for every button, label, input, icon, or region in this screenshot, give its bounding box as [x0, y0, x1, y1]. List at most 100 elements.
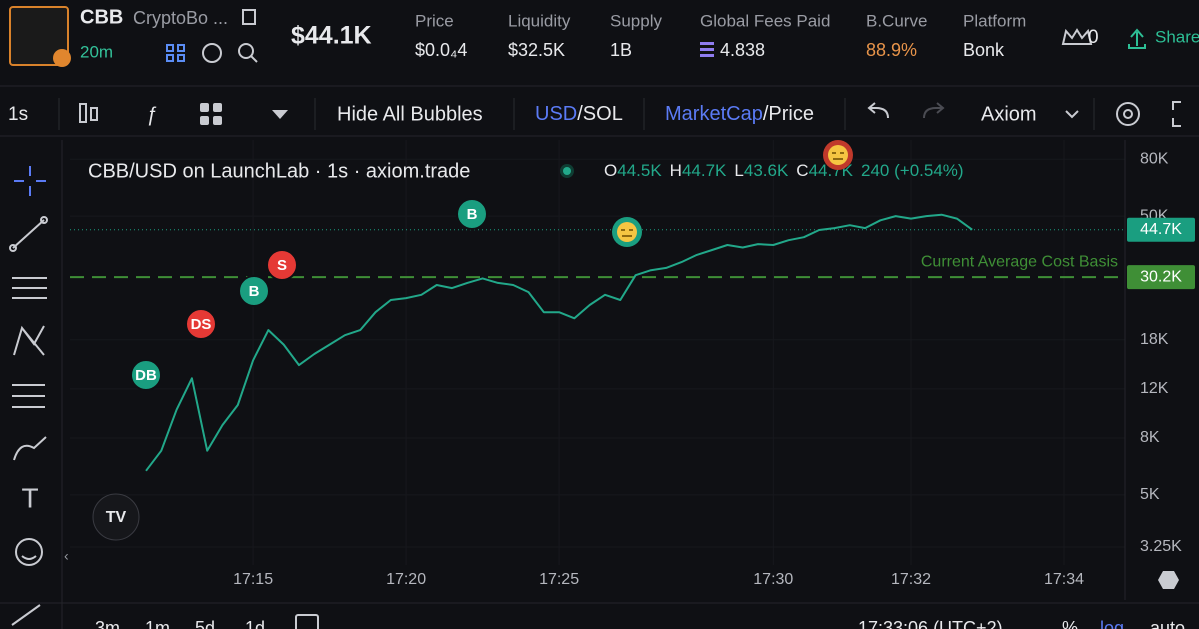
- mode-alt: /Price: [763, 103, 814, 125]
- emoji-tool[interactable]: [15, 538, 43, 566]
- ohlc-l_label: L: [734, 161, 743, 180]
- trade-marker-label: B: [249, 283, 260, 300]
- line-tool: [40, 216, 48, 224]
- x-tick-label: 17:25: [539, 571, 579, 588]
- mode-toggle[interactable]: MarketCap/Price: [665, 103, 814, 125]
- undo-icon[interactable]: [867, 102, 889, 119]
- y-tick-label: 5K: [1140, 486, 1160, 503]
- stats: Price $0.0₄4 Liquidity $32.5K Supply 1B Global…: [415, 11, 1026, 59]
- range-button[interactable]: 1m: [145, 618, 170, 629]
- dropdown-icon[interactable]: [1065, 110, 1079, 119]
- auto-toggle[interactable]: auto: [1150, 618, 1185, 629]
- axis-settings[interactable]: [1158, 571, 1179, 589]
- x-tick-label: 17:30: [753, 571, 793, 588]
- solana-icon: [700, 42, 714, 45]
- grid-icon[interactable]: [177, 44, 185, 52]
- layout-icon[interactable]: [200, 103, 209, 112]
- fullscreen-icon[interactable]: [1172, 101, 1181, 127]
- web-icon[interactable]: [202, 43, 222, 63]
- ruler-tool[interactable]: [11, 604, 41, 626]
- log-toggle[interactable]: log: [1100, 618, 1124, 629]
- trade-marker-label: DB: [135, 367, 157, 384]
- market-cap: $44.1K: [291, 22, 372, 50]
- y-tick-label: 3.25K: [1140, 538, 1182, 555]
- grid-icon[interactable]: [166, 54, 174, 62]
- range-button[interactable]: 1d: [245, 618, 265, 629]
- ohlc-h: 44.7K: [682, 161, 727, 180]
- trade-marker[interactable]: [130, 359, 162, 391]
- ohlc-o: 44.5K: [617, 161, 662, 180]
- crosshair-tool[interactable]: [14, 166, 46, 196]
- copy-icon[interactable]: [242, 9, 256, 25]
- trade-marker[interactable]: [238, 275, 270, 307]
- stat-value: Bonk: [963, 40, 1005, 60]
- stat-label: Supply: [610, 11, 662, 30]
- line-tool: [9, 244, 17, 252]
- currency: USD: [535, 103, 577, 125]
- collapse-toggle[interactable]: ‹: [64, 548, 69, 564]
- search-icon[interactable]: [238, 43, 254, 59]
- ohlc-c_label: C: [796, 161, 808, 180]
- text-tool[interactable]: T: [21, 482, 38, 513]
- trade-marker[interactable]: [456, 198, 488, 230]
- token-age: 20m: [80, 42, 113, 61]
- share-icon[interactable]: [1128, 28, 1146, 49]
- y-tick-label: 80K: [1140, 150, 1169, 167]
- stat-value: $0.0₄4: [415, 40, 467, 60]
- emoji-face: [617, 222, 637, 242]
- price-line-series: [145, 213, 973, 472]
- token-name: CryptoBo ...: [133, 8, 228, 28]
- dropdown-icon[interactable]: [272, 110, 288, 119]
- range-button[interactable]: 5d: [195, 618, 215, 629]
- platform-badge: [53, 49, 71, 67]
- layout-icon: [213, 103, 222, 112]
- token-logo[interactable]: [9, 6, 69, 66]
- ticker: CBB: [80, 6, 123, 28]
- fib-tool[interactable]: [12, 277, 47, 299]
- ohlc-h_label: H: [670, 161, 682, 180]
- search-icon: [250, 55, 258, 63]
- stat-value: 4.838: [720, 40, 765, 60]
- tradingview-logo: TV: [106, 509, 127, 526]
- indicator-icon[interactable]: ƒ: [146, 103, 157, 125]
- trade-marker-label: S: [277, 257, 287, 274]
- trade-marker[interactable]: [185, 308, 217, 340]
- trade-marker-label: DS: [191, 316, 212, 333]
- line-tool[interactable]: [12, 219, 45, 249]
- trade-marker[interactable]: [266, 249, 298, 281]
- trade-marker-label: B: [467, 206, 478, 223]
- price-badge-label: 30.2K: [1140, 268, 1182, 285]
- stat-value: 88.9%: [866, 40, 917, 60]
- calendar-icon[interactable]: [295, 614, 319, 629]
- interval[interactable]: 1s: [8, 104, 28, 125]
- pattern-tool[interactable]: [13, 325, 45, 356]
- layout-name[interactable]: Axiom: [981, 103, 1037, 125]
- range-button[interactable]: 3m: [95, 618, 120, 629]
- forecast-tool[interactable]: [12, 384, 45, 408]
- redo-icon[interactable]: [923, 102, 945, 119]
- tradingview-logo[interactable]: [92, 493, 140, 541]
- stat-label: Global Fees Paid: [700, 11, 830, 30]
- clock: 17:33:06 (UTC+2): [858, 618, 1003, 629]
- emoji-tool: [21, 555, 37, 560]
- settings-icon[interactable]: [1116, 102, 1140, 126]
- grid-icon[interactable]: [177, 54, 185, 62]
- grid-icon[interactable]: [166, 44, 174, 52]
- hide-bubbles[interactable]: Hide All Bubbles: [337, 103, 483, 125]
- percent-toggle[interactable]: %: [1062, 618, 1078, 629]
- solana-icon: [700, 48, 714, 51]
- emoji-face: [828, 145, 848, 165]
- currency-toggle[interactable]: USD/SOL: [535, 103, 623, 125]
- y-tick-label: 18K: [1140, 331, 1169, 348]
- currency-alt: /SOL: [577, 103, 623, 125]
- price-badge: [1127, 265, 1195, 290]
- ohlc: O44.5K H44.7K L43.6K C44.7K 240 (+0.54%): [604, 161, 964, 180]
- stat-value: 1B: [610, 40, 632, 60]
- watch-icon[interactable]: [1061, 28, 1093, 45]
- brush-tool[interactable]: [13, 436, 47, 461]
- share-button[interactable]: Share: [1155, 27, 1199, 46]
- candle-icon[interactable]: [79, 103, 87, 123]
- x-tick-label: 17:32: [891, 571, 931, 588]
